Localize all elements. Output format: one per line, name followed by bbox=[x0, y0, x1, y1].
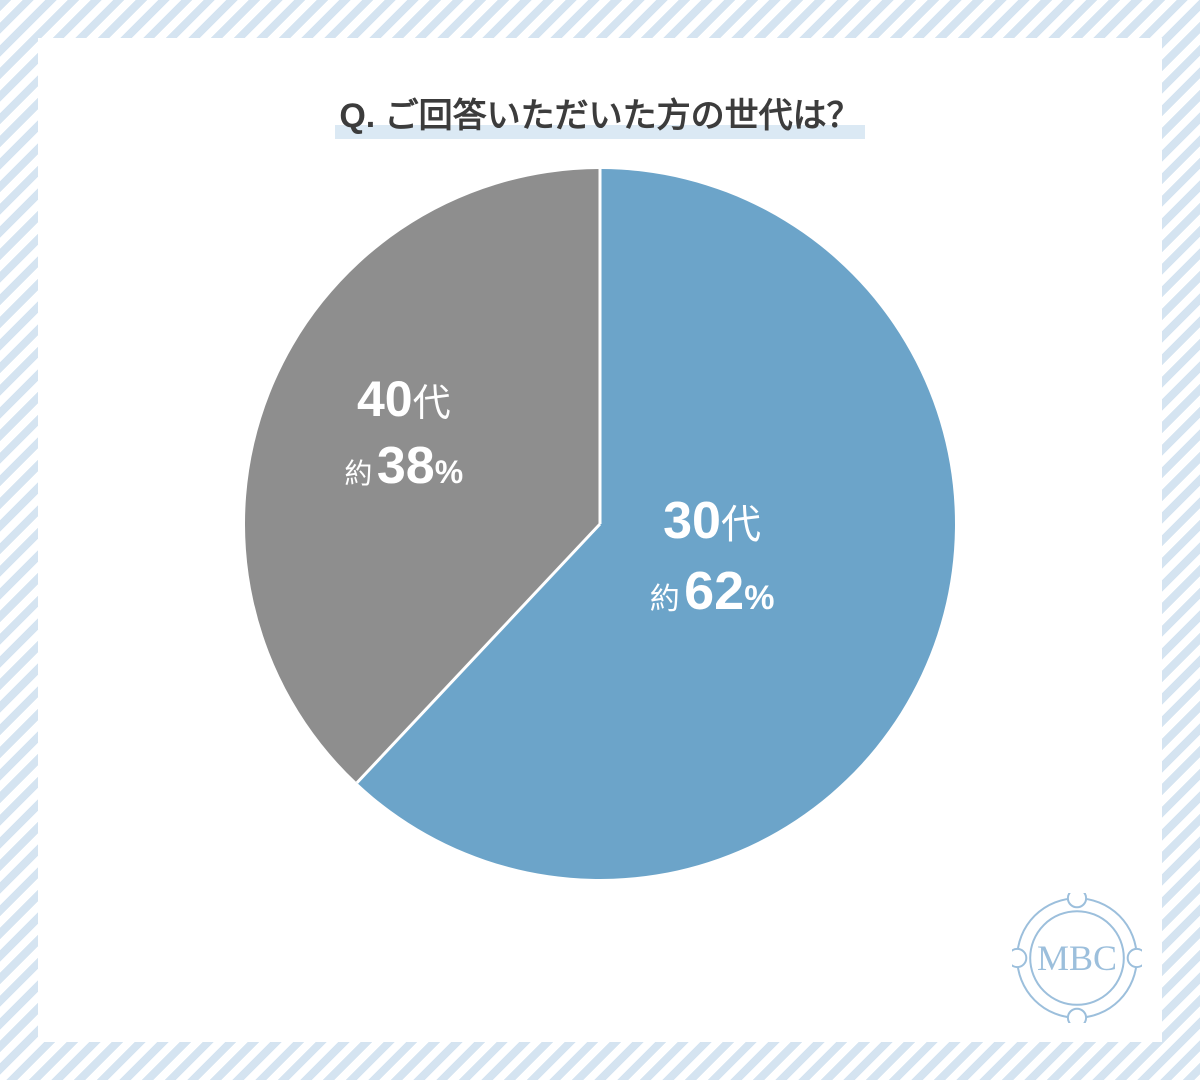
slice-40s-percent: 38 bbox=[377, 437, 435, 495]
slice-30s-number: 30 bbox=[663, 492, 721, 550]
pie-svg bbox=[245, 169, 955, 879]
outer-frame: Q. ご回答いただいた方の世代は？ 30代 約 62% 40代 bbox=[0, 0, 1200, 1080]
svg-text:MBC: MBC bbox=[1037, 938, 1117, 978]
title-container: Q. ご回答いただいた方の世代は？ bbox=[38, 88, 1162, 139]
slice-label-40s: 40代 約 38% bbox=[344, 368, 463, 500]
slice-40s-number: 40 bbox=[357, 371, 413, 427]
chart-title: Q. ご回答いただいた方の世代は？ bbox=[335, 88, 864, 139]
slice-label-30s: 30代 約 62% bbox=[650, 489, 775, 626]
slice-30s-percent-symbol: % bbox=[744, 579, 774, 617]
title-text: Q. ご回答いただいた方の世代は？ bbox=[339, 97, 860, 135]
slice-40s-suffix: 代 bbox=[413, 383, 451, 425]
brand-logo-svg: MBC bbox=[1012, 893, 1142, 1023]
content-panel: Q. ご回答いただいた方の世代は？ 30代 約 62% 40代 bbox=[38, 38, 1162, 1042]
slice-40s-approx: 約 bbox=[344, 458, 372, 489]
slice-40s-percent-symbol: % bbox=[435, 454, 463, 490]
pie-chart: 30代 約 62% 40代 約 38% bbox=[245, 169, 955, 879]
pie-chart-container: 30代 約 62% 40代 約 38% bbox=[38, 169, 1162, 879]
slice-30s-percent: 62 bbox=[684, 561, 744, 621]
brand-logo: MBC bbox=[1012, 893, 1142, 1028]
slice-30s-suffix: 代 bbox=[721, 503, 761, 547]
slice-30s-approx: 約 bbox=[650, 583, 680, 616]
